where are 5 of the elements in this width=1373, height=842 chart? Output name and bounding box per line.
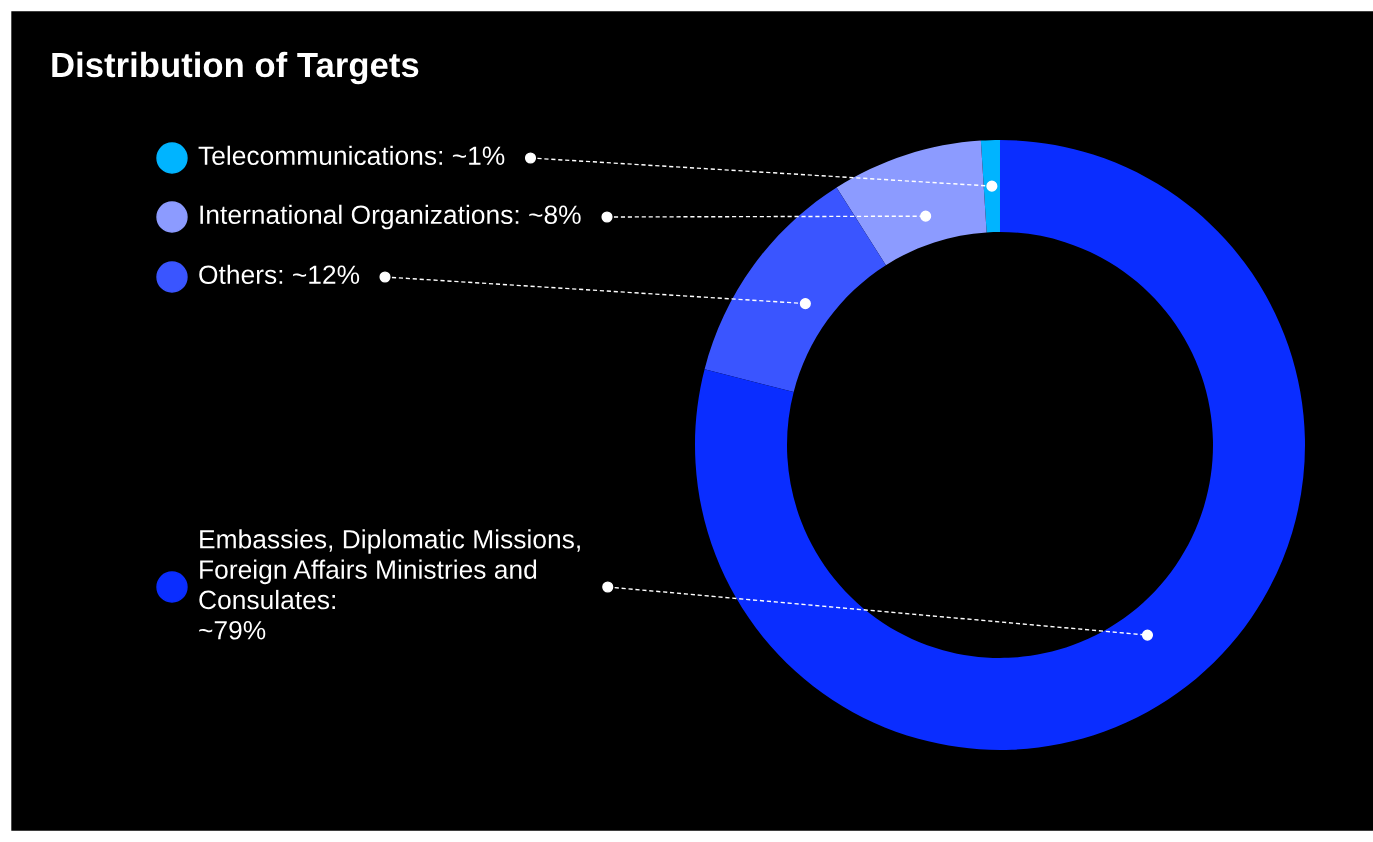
legend-label: Telecommunications: ~1% (198, 145, 505, 166)
chart-title: Distribution of Targets (52, 51, 419, 85)
legend-label: Embassies, Diplomatic Missions, Foreign Affairs Ministries and Consulates: ~79% (199, 529, 580, 640)
legend-label: Others: ~12% (199, 264, 360, 285)
legend-label: International Organizations: ~8% (200, 204, 581, 230)
